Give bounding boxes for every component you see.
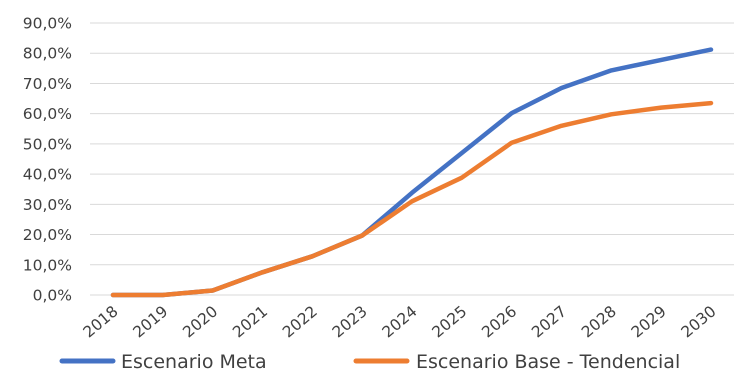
x-tick-label: 2023 xyxy=(329,302,371,341)
series-line-escenario-meta xyxy=(110,47,714,298)
legend-label: Escenario Meta xyxy=(121,351,267,373)
y-tick-label: 90,0% xyxy=(23,15,72,33)
x-tick-label: 2028 xyxy=(578,302,620,341)
y-tick-label: 20,0% xyxy=(23,226,72,244)
y-axis-tick-labels: 0,0% 10,0% 20,0% 30,0% 40,0% 50,0% 60,0% 70,0% 8… xyxy=(23,15,72,305)
series-line-escenario-base-tendencial xyxy=(110,100,714,298)
x-axis-tick-labels: 2018 2019 2020 2021 2022 2023 2024 2025 2026 2027… xyxy=(80,302,720,341)
x-tick-label: 2027 xyxy=(528,302,570,341)
x-tick-label: 2030 xyxy=(678,302,720,341)
y-tick-label: 50,0% xyxy=(23,135,72,153)
y-tick-label: 80,0% xyxy=(23,45,72,63)
gridlines xyxy=(90,22,734,296)
x-tick-label: 2025 xyxy=(429,302,471,341)
y-tick-label: 10,0% xyxy=(23,256,72,274)
y-tick-label: 60,0% xyxy=(23,105,72,123)
x-tick-label: 2019 xyxy=(130,302,172,341)
x-tick-label: 2022 xyxy=(279,302,321,341)
legend: Escenario Meta Escenario Base - Tendencia… xyxy=(59,351,680,373)
x-tick-label: 2020 xyxy=(179,302,221,341)
x-tick-label: 2018 xyxy=(80,302,122,341)
series-lines xyxy=(110,47,714,298)
y-tick-label: 30,0% xyxy=(23,196,72,214)
legend-label: Escenario Base - Tendencial xyxy=(416,351,680,373)
x-tick-label: 2029 xyxy=(628,302,670,341)
x-tick-label: 2021 xyxy=(229,302,271,341)
y-tick-label: 0,0% xyxy=(33,287,72,305)
x-tick-label: 2024 xyxy=(379,302,421,341)
x-tick-label: 2026 xyxy=(478,302,520,341)
y-tick-label: 40,0% xyxy=(23,166,72,184)
y-tick-label: 70,0% xyxy=(23,75,72,93)
